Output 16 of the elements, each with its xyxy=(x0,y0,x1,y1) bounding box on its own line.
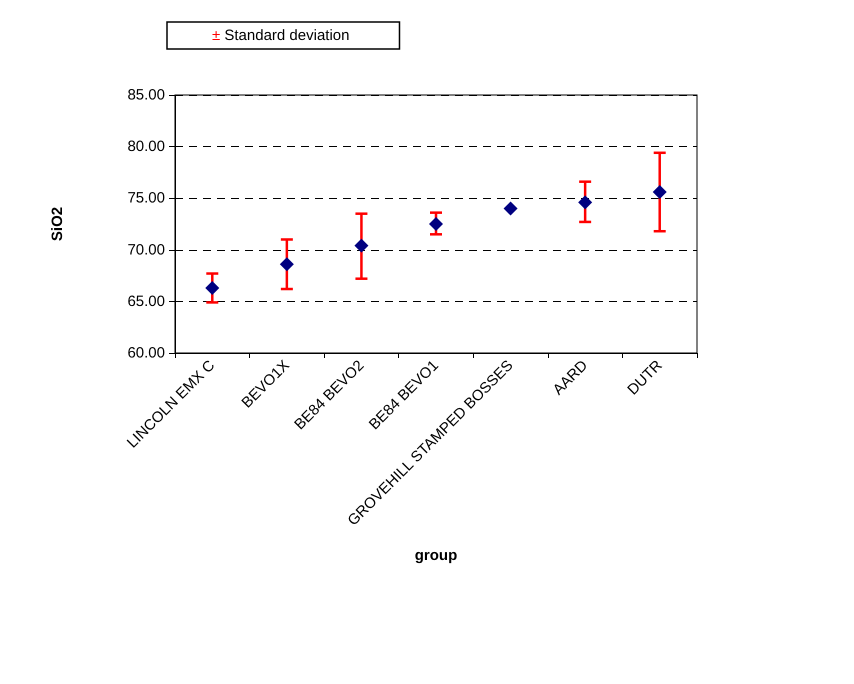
point xyxy=(504,202,518,216)
y-tick-label: 65.00 xyxy=(127,292,165,310)
point xyxy=(429,217,443,231)
y-tick-label: 70.00 xyxy=(127,241,165,258)
y-tick-label: 75.00 xyxy=(127,190,165,207)
point xyxy=(280,257,294,272)
y-tick-label: 85.00 xyxy=(127,86,165,104)
x-axis-title: group xyxy=(414,547,458,564)
y-axis-title: SiO2 xyxy=(49,206,66,242)
y-tick-label: 60.00 xyxy=(127,344,165,362)
point xyxy=(652,185,667,200)
text: ± Standard deviation xyxy=(212,27,350,44)
point xyxy=(578,195,592,210)
y-tick-label: 80.00 xyxy=(127,138,165,156)
point xyxy=(354,238,368,253)
point xyxy=(205,280,220,295)
